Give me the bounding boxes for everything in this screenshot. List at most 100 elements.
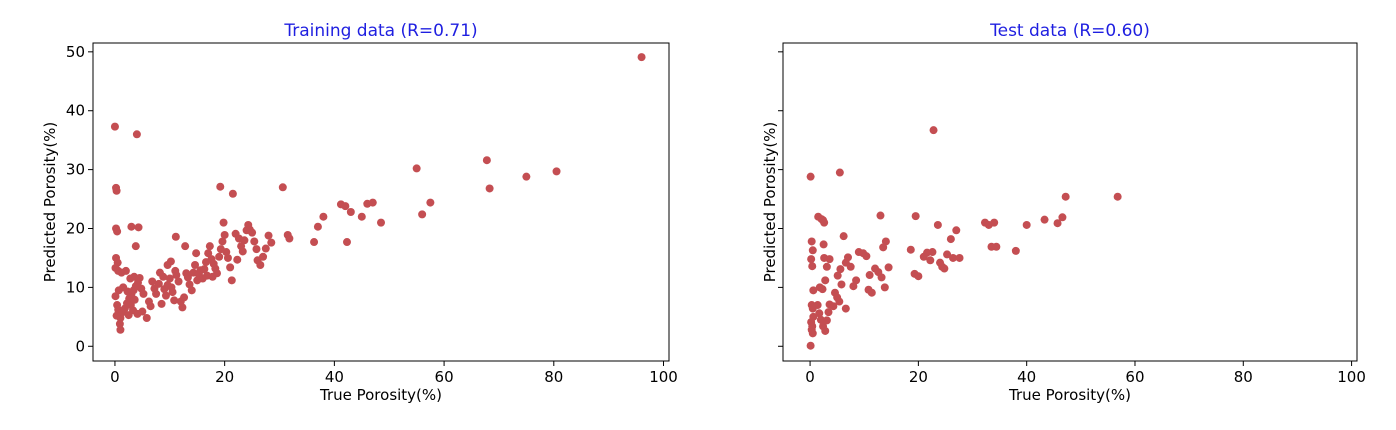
test-data-point	[819, 240, 828, 249]
training-x-tick-label: 100	[649, 368, 678, 386]
training-points	[110, 53, 646, 334]
test-data-point	[1053, 219, 1062, 228]
training-data-point	[418, 210, 427, 219]
training-data-point	[319, 212, 328, 221]
test-data-point	[837, 280, 846, 289]
test-data-point	[1011, 246, 1020, 255]
training-data-point	[267, 238, 276, 247]
test-data-point	[841, 304, 850, 313]
test-data-point	[862, 252, 871, 261]
training-data-point	[250, 237, 259, 246]
training-ticks: 0 20 40 60 80 100 0 10 20 30 40 50	[66, 43, 678, 386]
training-data-point	[218, 237, 227, 246]
training-data-point	[159, 272, 168, 281]
training-data-point	[146, 302, 155, 311]
training-data-point	[161, 291, 170, 300]
test-data-point	[815, 309, 824, 318]
test-data-point	[843, 253, 852, 262]
test-data-point	[807, 237, 816, 246]
test-data-point	[807, 255, 816, 264]
test-data-point	[822, 316, 831, 325]
training-data-point	[208, 272, 217, 281]
test-data-point	[990, 218, 999, 227]
training-data-point	[313, 222, 322, 231]
test-x-tick-label: 60	[1125, 368, 1144, 386]
test-x-tick-label: 40	[1017, 368, 1036, 386]
training-data-point	[368, 198, 377, 207]
training-data-point	[110, 122, 119, 131]
training-data-point	[252, 245, 261, 254]
test-data-point	[914, 272, 923, 281]
training-data-point	[204, 249, 213, 258]
training-data-point	[187, 286, 196, 295]
training-data-point	[138, 307, 147, 316]
training-data-point	[111, 292, 120, 301]
training-data-point	[278, 183, 287, 192]
training-data-point	[139, 289, 148, 298]
test-data-point	[820, 218, 829, 227]
training-data-point	[226, 263, 235, 272]
test-data-point	[806, 341, 815, 350]
test-data-point	[955, 253, 964, 262]
training-data-point	[357, 212, 366, 221]
test-x-tick-label: 80	[1234, 368, 1253, 386]
training-x-tick-label: 20	[215, 368, 234, 386]
test-data-point	[846, 262, 855, 271]
training-data-point	[233, 255, 242, 264]
test-data-point	[928, 248, 937, 257]
training-data-point	[174, 277, 183, 286]
test-scatter-chart: Test data (R=0.60) True Porosity(%) Pred…	[761, 21, 1366, 404]
training-data-point	[426, 198, 435, 207]
training-data-point	[171, 232, 180, 241]
training-data-point	[259, 252, 268, 261]
test-data-point	[824, 308, 833, 317]
training-x-tick-label: 40	[325, 368, 344, 386]
training-data-point	[377, 218, 385, 227]
training-data-point	[192, 249, 201, 258]
training-data-point	[133, 278, 142, 287]
test-x-tick-label: 100	[1337, 368, 1366, 386]
test-data-point	[865, 271, 874, 280]
test-data-point	[806, 172, 815, 181]
test-data-point	[808, 329, 817, 338]
training-data-point	[228, 189, 237, 198]
test-x-tick-label: 0	[805, 368, 815, 386]
training-data-point	[157, 299, 166, 308]
training-data-point	[121, 266, 130, 275]
test-data-point	[835, 297, 844, 306]
training-data-point	[172, 271, 181, 280]
training-y-tick-label: 0	[75, 337, 85, 355]
training-data-point	[223, 253, 232, 262]
training-y-tick-label: 10	[66, 278, 85, 296]
training-data-point	[341, 202, 350, 211]
training-data-point	[248, 228, 257, 237]
test-y-axis-label: Predicted Porosity(%)	[761, 122, 779, 283]
test-data-point	[839, 232, 848, 241]
test-data-point	[836, 265, 845, 274]
test-data-point	[946, 235, 955, 244]
training-chart-title: Training data (R=0.71)	[283, 21, 477, 41]
training-x-tick-label: 80	[544, 368, 563, 386]
training-data-point	[166, 257, 175, 266]
test-data-point	[821, 326, 830, 335]
training-data-point	[168, 288, 177, 297]
test-data-point	[833, 271, 842, 280]
test-data-point	[943, 250, 952, 259]
training-data-point	[142, 314, 151, 323]
training-data-point	[205, 242, 214, 251]
training-x-axis-label: True Porosity(%)	[319, 386, 442, 404]
test-data-point	[884, 263, 893, 272]
training-x-tick-label: 0	[110, 368, 120, 386]
test-data-point	[952, 226, 961, 235]
test-data-point	[808, 246, 817, 255]
test-data-point	[926, 256, 935, 265]
training-plot-frame	[92, 42, 670, 362]
training-data-point	[130, 295, 139, 304]
training-data-point	[134, 223, 143, 232]
training-data-point	[150, 284, 159, 293]
training-data-point	[482, 156, 491, 165]
test-data-point	[867, 288, 876, 297]
test-data-point	[1061, 192, 1070, 201]
test-data-point	[880, 283, 889, 292]
training-data-point	[181, 242, 190, 251]
